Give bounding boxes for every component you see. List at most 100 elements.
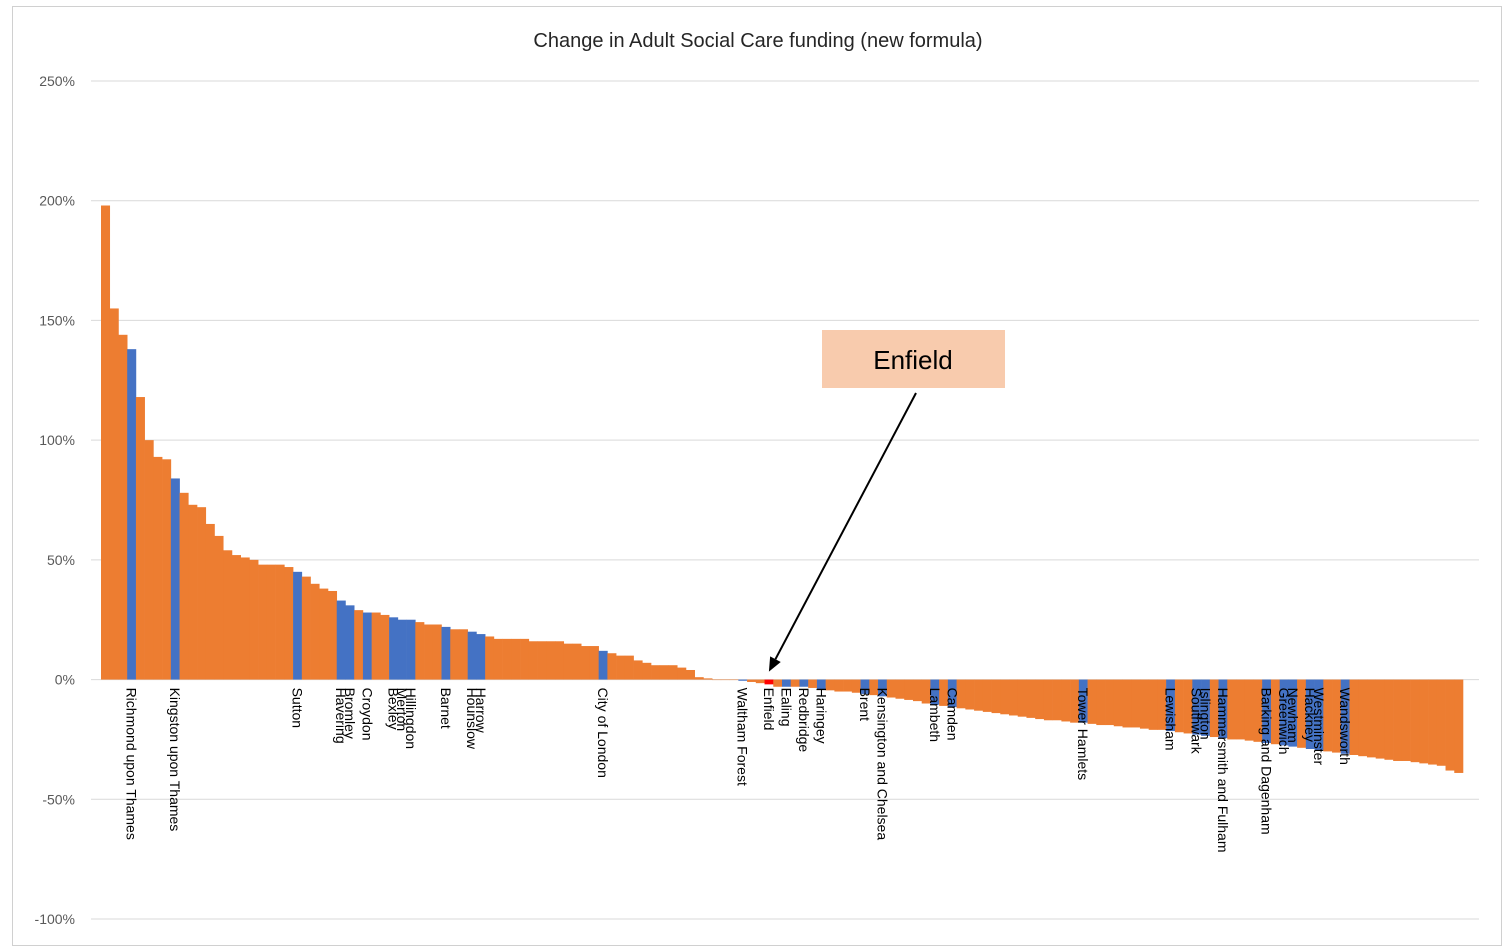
bar (188, 504, 198, 680)
bar-greenwich (1279, 679, 1289, 746)
bar (1323, 679, 1333, 752)
category-label: Waltham Forest (735, 688, 751, 786)
bar (659, 665, 669, 680)
bar (1270, 679, 1280, 745)
category-label: Newham (1285, 688, 1301, 743)
category-label: Merton (394, 688, 410, 732)
bar-lambeth (930, 679, 940, 705)
bar (101, 205, 111, 680)
bar (1139, 679, 1149, 729)
bar (520, 638, 530, 680)
bar-barnet (441, 626, 451, 680)
bar (231, 555, 241, 680)
bar (1393, 679, 1403, 761)
bar (528, 641, 538, 680)
category-labels: Richmond upon Thames Kingston upon Thames… (124, 688, 1354, 853)
bar (197, 507, 207, 680)
bar-hillingdon (406, 619, 416, 680)
bar-kensington-and-chelsea (878, 679, 888, 697)
y-tick-label: 100% (39, 432, 75, 448)
bar (904, 679, 914, 700)
y-axis-ticks: 250% 200% 150% 100% 50% 0% -50% -100% (35, 73, 75, 927)
bar (939, 679, 949, 706)
bar (1105, 679, 1115, 726)
bar (581, 646, 591, 680)
bar (624, 655, 634, 680)
bar-hounslow (467, 631, 477, 680)
bar-hammersmith-and-fulham (1218, 679, 1228, 739)
bar (223, 550, 233, 680)
bar (1070, 679, 1080, 723)
bar-bromley (345, 605, 355, 680)
category-label: Hillingdon (403, 688, 419, 749)
category-label: Croydon (359, 688, 375, 741)
bar (1332, 679, 1342, 753)
bar (808, 679, 818, 688)
category-label: Haringey (813, 688, 829, 744)
bar-ealing (782, 679, 792, 687)
y-tick-label: 200% (39, 193, 75, 209)
category-label: Richmond upon Thames (124, 688, 140, 840)
bar (1096, 679, 1106, 726)
bar (1000, 679, 1010, 715)
bar (415, 622, 425, 680)
bar-westminster (1314, 679, 1324, 751)
bar (1157, 679, 1167, 730)
bar (677, 667, 687, 680)
bar-havering (336, 600, 346, 680)
bar-islington (1201, 679, 1211, 736)
bar (651, 665, 661, 680)
bar (616, 655, 626, 680)
bar (642, 662, 652, 680)
bar-camden (947, 679, 957, 708)
bar (485, 636, 495, 680)
chart-frame: Change in Adult Social Care funding (new… (12, 6, 1502, 946)
bar-haringey (816, 679, 826, 690)
bar (1026, 679, 1036, 718)
category-label: Brent (857, 688, 873, 722)
category-label: Harrow (473, 688, 489, 734)
category-label: Southwark (1189, 688, 1205, 755)
bar-croydon (362, 612, 372, 680)
category-label: Lewisham (1163, 688, 1179, 751)
bar (493, 638, 503, 680)
bar (1436, 679, 1446, 766)
category-label: Barking and Dagenham (1259, 688, 1275, 835)
bar (546, 641, 556, 680)
category-label: Lambeth (927, 688, 943, 742)
bar (555, 641, 565, 680)
category-label: Bexley (385, 688, 401, 730)
bar (589, 646, 599, 680)
bar (1035, 679, 1045, 720)
category-label: Ealing (778, 688, 794, 727)
y-tick-label: 250% (39, 73, 75, 89)
bar-barking-and-dagenham (1262, 679, 1272, 744)
bar-hackney (1305, 679, 1315, 750)
bar (991, 679, 1001, 714)
bar (1253, 679, 1263, 742)
category-label: Islington (1197, 688, 1213, 740)
bar (729, 679, 739, 681)
bar (668, 665, 678, 680)
bar (956, 679, 966, 709)
bar (825, 679, 835, 691)
chart-svg: Change in Adult Social Care funding (new… (35, 30, 1479, 927)
bar (747, 679, 757, 682)
category-label: Barnet (438, 688, 454, 729)
bar (310, 583, 320, 680)
bar (162, 459, 172, 680)
category-label: Hackney (1302, 688, 1318, 742)
annotation: Enfield (768, 330, 1005, 672)
annotation-arrowhead (768, 656, 781, 672)
bar (1349, 679, 1359, 755)
bar (869, 679, 879, 696)
bar (1209, 679, 1219, 738)
bar (633, 660, 643, 680)
bar-redbridge (799, 679, 809, 687)
bar (205, 523, 215, 680)
bar (118, 334, 128, 680)
bar (1358, 679, 1368, 757)
y-tick-label: 150% (39, 312, 75, 328)
bar (886, 679, 896, 698)
bar (1375, 679, 1385, 759)
